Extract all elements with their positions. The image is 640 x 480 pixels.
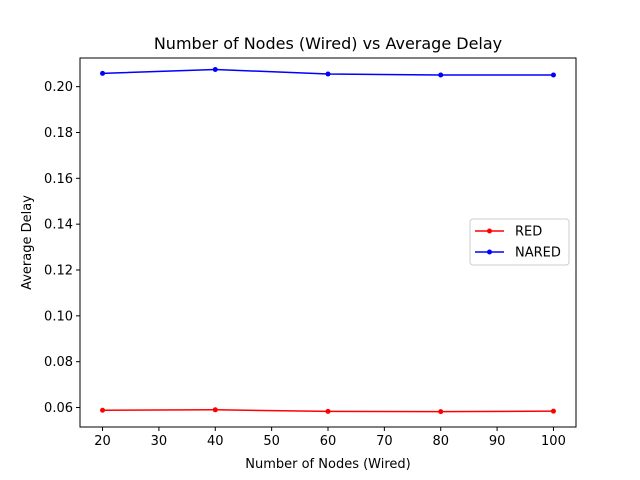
chart-title: Number of Nodes (Wired) vs Average Delay xyxy=(154,34,502,53)
x-tick-label: 80 xyxy=(432,434,449,449)
y-tick-label: 0.10 xyxy=(44,309,73,324)
x-tick-label: 20 xyxy=(94,434,111,449)
y-tick-label: 0.06 xyxy=(44,401,73,416)
x-axis-label: Number of Nodes (Wired) xyxy=(245,457,410,472)
data-point-nared xyxy=(438,72,444,78)
legend: RED NARED xyxy=(469,218,570,266)
data-point-nared xyxy=(212,66,218,72)
x-axis: 20 30 40 50 60 70 80 90 100 xyxy=(94,427,566,449)
y-axis-label: Average Delay xyxy=(20,195,35,290)
data-point-nared xyxy=(550,72,556,78)
x-tick-label: 70 xyxy=(376,434,393,449)
y-axis: 0.06 0.08 0.10 0.12 0.14 0.16 0.18 0.20 xyxy=(44,80,80,416)
x-tick-label: 100 xyxy=(541,434,566,449)
y-tick-label: 0.16 xyxy=(44,172,73,187)
legend-label-red: RED xyxy=(515,225,542,240)
data-point-red xyxy=(550,408,556,414)
x-tick-label: 50 xyxy=(263,434,280,449)
y-tick-label: 0.08 xyxy=(44,355,73,370)
x-tick-label: 90 xyxy=(489,434,506,449)
y-tick-label: 0.18 xyxy=(44,126,73,141)
legend-marker-nared xyxy=(487,249,492,255)
x-tick-label: 40 xyxy=(207,434,224,449)
legend-label-nared: NARED xyxy=(515,246,561,261)
data-point-nared xyxy=(325,71,331,77)
x-tick-label: 60 xyxy=(320,434,337,449)
legend-marker-red xyxy=(487,228,492,234)
data-point-red xyxy=(438,409,444,415)
series-layer xyxy=(100,66,556,415)
x-tick-label: 30 xyxy=(151,434,168,449)
data-point-red xyxy=(100,407,106,413)
y-tick-label: 0.20 xyxy=(44,80,73,95)
data-point-nared xyxy=(100,70,106,76)
data-point-red xyxy=(212,407,218,413)
y-tick-label: 0.12 xyxy=(44,264,73,279)
data-point-red xyxy=(325,408,331,414)
y-tick-label: 0.14 xyxy=(44,218,73,233)
